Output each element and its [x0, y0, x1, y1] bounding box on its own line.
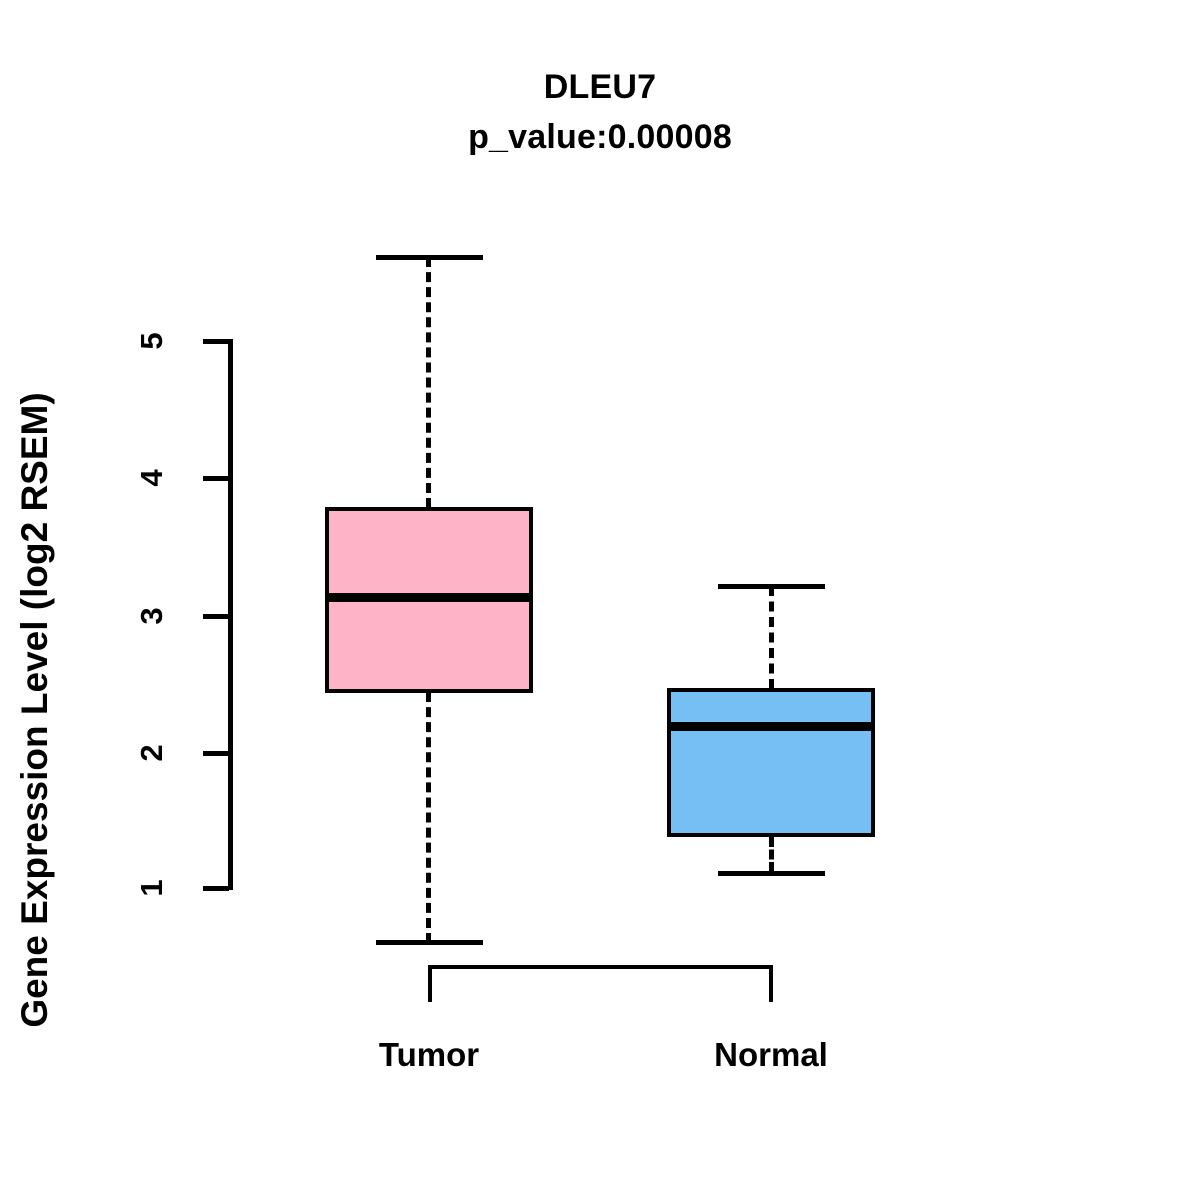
- normal-box: [667, 688, 875, 837]
- y-axis-tick-5: [203, 339, 229, 344]
- normal-lower-whisker-cap: [718, 871, 825, 876]
- normal-lower-whisker-line: [769, 837, 774, 872]
- tumor-lower-whisker-line: [426, 692, 431, 943]
- y-axis-ticklabel-4: 4: [134, 469, 169, 487]
- x-axis-tick-tumor: [428, 965, 432, 1002]
- y-axis-ticklabel-3: 3: [134, 607, 169, 625]
- chart-subtitle-pvalue: p_value:0.00008: [468, 118, 732, 156]
- tumor-upper-whisker-line: [426, 257, 431, 508]
- tumor-lower-whisker-cap: [376, 940, 483, 945]
- y-axis-label: Gene Expression Level (log2 RSEM): [14, 392, 55, 1028]
- x-axis-ticklabel-normal: Normal: [714, 1036, 828, 1073]
- x-axis-tick-normal: [769, 965, 773, 1002]
- y-axis-tick-2: [203, 751, 229, 756]
- y-axis-tick-3: [203, 614, 229, 619]
- y-axis-label-wrap: Gene Expression Level (log2 RSEM): [0, 110, 70, 1110]
- y-axis-ticklabel-2: 2: [134, 744, 169, 762]
- chart-title: DLEU7: [543, 68, 657, 106]
- x-axis-ticklabel-tumor: Tumor: [378, 1036, 480, 1073]
- y-axis-ticklabel-1: 1: [134, 879, 169, 897]
- y-axis-tick-4: [203, 476, 229, 481]
- y-axis-ticklabel-5: 5: [134, 332, 169, 350]
- y-axis-line: [228, 339, 233, 890]
- tumor-median-line: [325, 593, 533, 602]
- normal-median-line: [667, 722, 875, 731]
- y-axis-tick-1: [203, 886, 229, 891]
- x-axis-line: [428, 965, 773, 969]
- normal-upper-whisker-line: [769, 586, 774, 689]
